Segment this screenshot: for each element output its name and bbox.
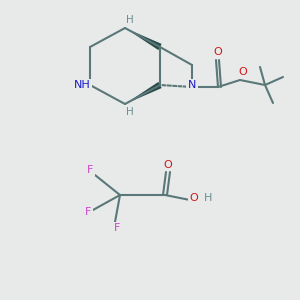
Text: N: N: [188, 80, 196, 90]
Text: F: F: [85, 207, 91, 217]
Text: O: O: [190, 193, 198, 203]
Text: O: O: [164, 160, 172, 170]
Text: H: H: [126, 15, 134, 25]
Text: F: F: [114, 223, 120, 233]
Text: F: F: [87, 165, 93, 175]
Text: H: H: [126, 107, 134, 117]
Text: H: H: [204, 193, 212, 203]
Polygon shape: [125, 28, 162, 50]
Text: O: O: [238, 67, 247, 77]
Polygon shape: [125, 82, 162, 104]
Text: O: O: [214, 47, 222, 57]
Text: NH: NH: [74, 80, 90, 90]
